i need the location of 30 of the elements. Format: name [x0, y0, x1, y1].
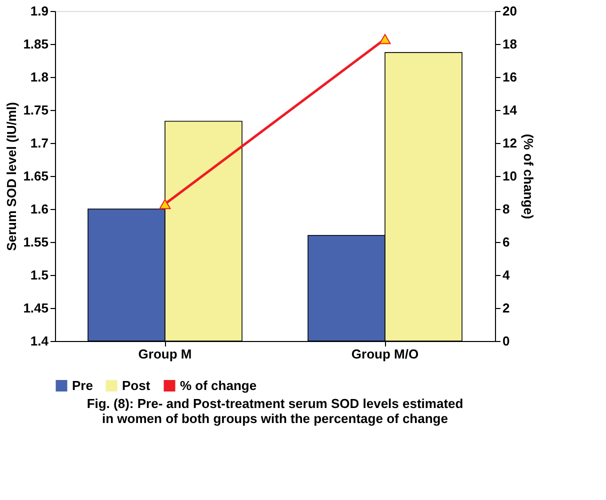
legend-label: Pre: [72, 378, 93, 393]
y-tick-label: 1.55: [23, 234, 48, 250]
y-tick-label: 1.8: [30, 70, 48, 84]
y2-tick-label: 10: [502, 168, 517, 184]
y2-tick-label: 18: [502, 36, 517, 52]
legend-label: Post: [122, 378, 151, 393]
legend-label: % of change: [180, 378, 257, 393]
y-tick-label: 1.4: [30, 334, 50, 348]
y-tick-label: 1.5: [30, 268, 48, 282]
y2-axis-title: (% of change): [520, 134, 536, 220]
text: Fig. (8): Pre- and Post-treatment serum SOD levels estimated in women of both groups with the percentage of change: [86, 396, 464, 426]
y2-tick-label: 14: [502, 102, 518, 118]
y2-tick-label: 0: [502, 334, 510, 348]
y-axis-title: Serum SOD level (IU/ml): [4, 102, 20, 251]
y2-tick-label: 6: [502, 234, 510, 250]
y-tick-label: 1.45: [23, 300, 48, 316]
y-tick-label: 1.85: [23, 36, 48, 52]
y-tick-label: 1.7: [30, 136, 48, 150]
y-tick-label: 1.65: [23, 168, 48, 184]
y-tick-label: 1.75: [23, 102, 48, 118]
x-tick-label: Group M/O: [351, 346, 419, 362]
y2-tick-label: 20: [502, 4, 517, 18]
y2-tick-label: 8: [502, 202, 510, 216]
y2-tick-label: 4: [502, 268, 510, 282]
y2-tick-label: 12: [502, 136, 517, 150]
y-tick-label: 1.9: [30, 4, 48, 18]
y-tick-label: 1.6: [30, 202, 48, 216]
y2-tick-label: 2: [502, 300, 510, 316]
y2-tick-label: 16: [502, 70, 517, 84]
x-tick-label: Group M: [138, 346, 192, 362]
